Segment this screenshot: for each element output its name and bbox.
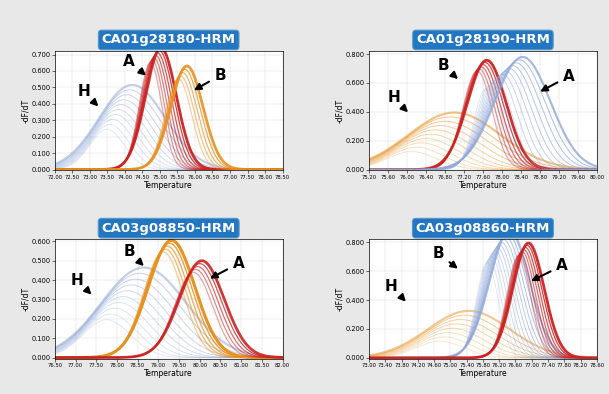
X-axis label: Temperature: Temperature — [144, 369, 193, 378]
X-axis label: Temperature: Temperature — [144, 181, 193, 190]
Text: B: B — [437, 58, 456, 78]
Y-axis label: -dF/dT: -dF/dT — [336, 99, 345, 123]
Text: CA03g08860-HRM: CA03g08860-HRM — [416, 222, 550, 235]
Text: B: B — [123, 244, 143, 264]
Y-axis label: -dF/dT: -dF/dT — [21, 287, 30, 311]
Y-axis label: -dF/dT: -dF/dT — [21, 99, 30, 123]
Text: H: H — [385, 279, 404, 300]
Text: H: H — [77, 84, 97, 105]
X-axis label: Temperature: Temperature — [459, 181, 507, 190]
Text: A: A — [212, 256, 244, 277]
Text: A: A — [533, 258, 568, 280]
Text: H: H — [387, 91, 406, 111]
Text: CA03g08850-HRM: CA03g08850-HRM — [102, 222, 236, 235]
Text: A: A — [542, 69, 574, 91]
Text: A: A — [123, 54, 144, 74]
Text: B: B — [196, 68, 226, 89]
Text: H: H — [71, 273, 90, 293]
Y-axis label: -dF/dT: -dF/dT — [336, 287, 345, 311]
X-axis label: Temperature: Temperature — [459, 369, 507, 378]
Text: CA01g28190-HRM: CA01g28190-HRM — [416, 33, 550, 46]
Text: B: B — [433, 247, 456, 267]
Text: CA01g28180-HRM: CA01g28180-HRM — [102, 33, 236, 46]
